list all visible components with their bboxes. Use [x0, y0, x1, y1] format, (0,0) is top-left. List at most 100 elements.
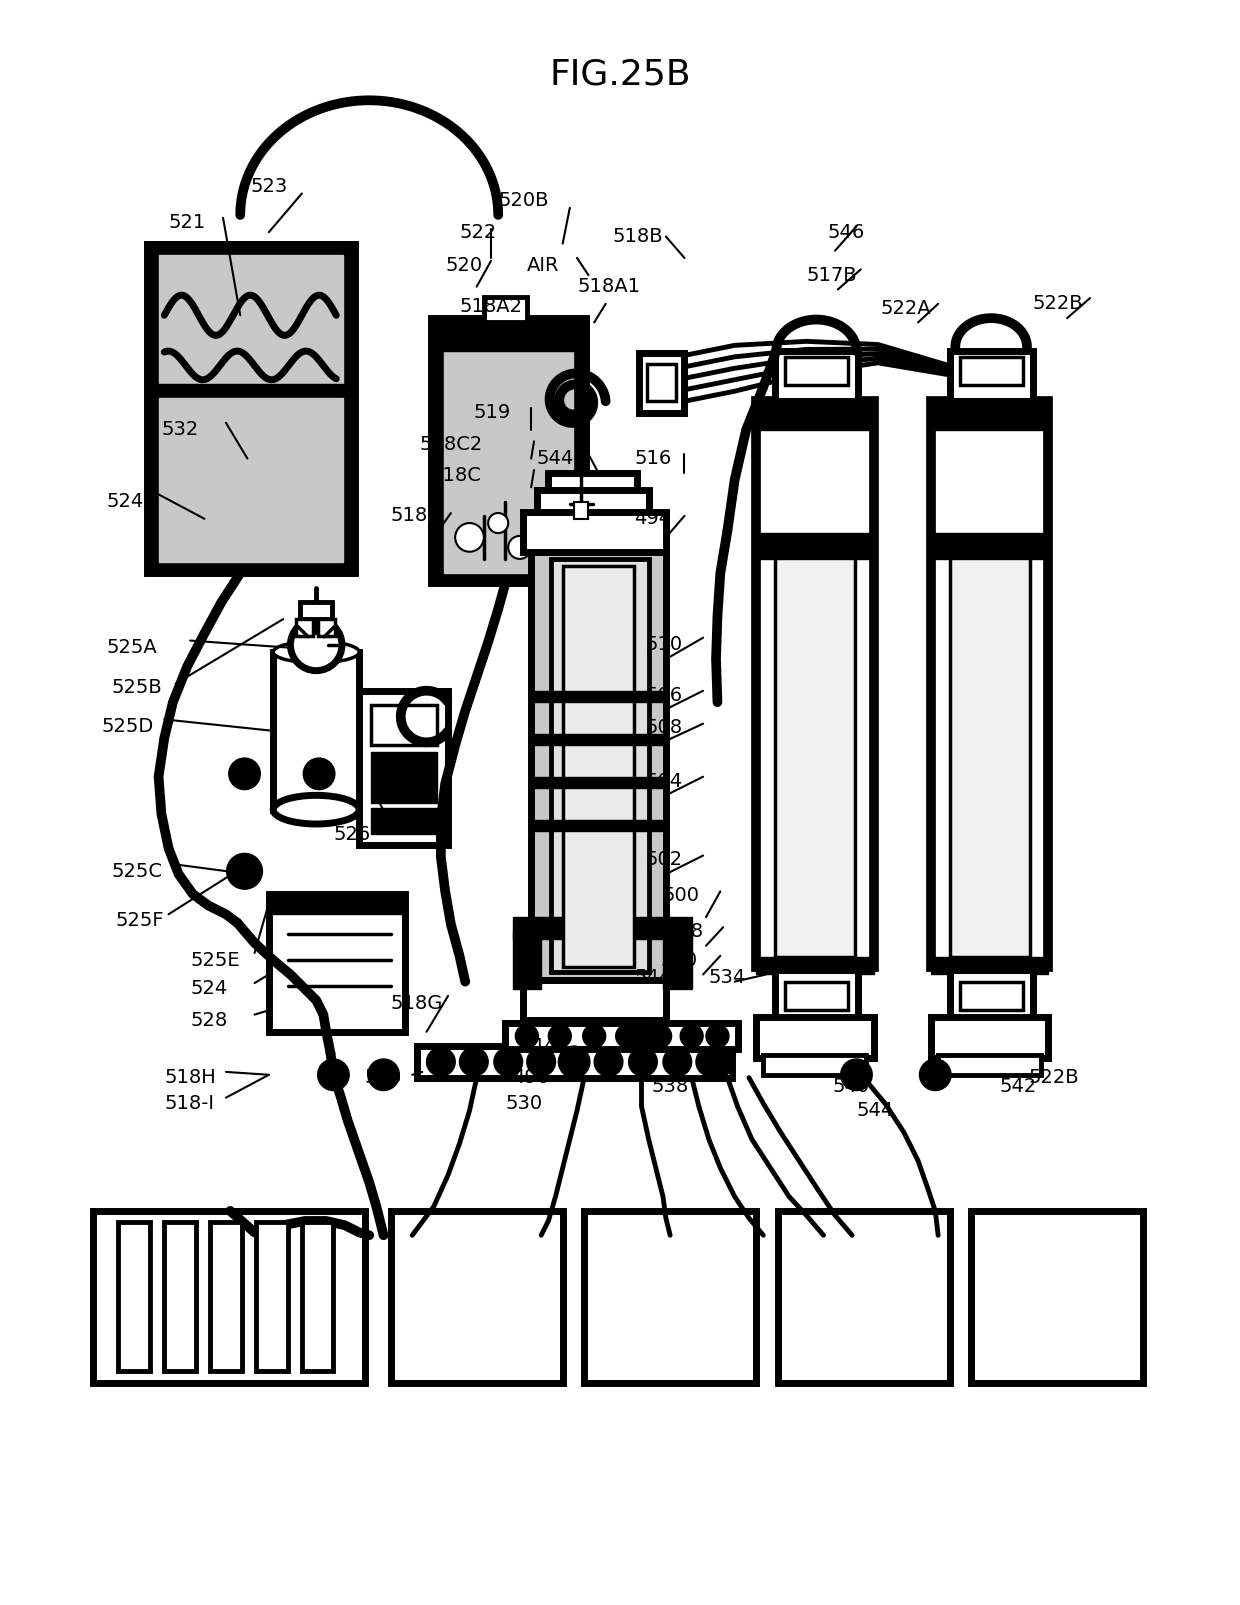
Bar: [931, 533, 1049, 559]
Bar: [785, 982, 848, 1010]
Bar: [531, 552, 666, 982]
Text: 518C2: 518C2: [419, 435, 482, 454]
Text: 518B: 518B: [613, 226, 663, 246]
Bar: [574, 502, 589, 518]
Text: 538: 538: [651, 1077, 688, 1096]
Bar: [269, 894, 405, 1032]
Bar: [563, 567, 635, 968]
Text: 494: 494: [635, 509, 671, 528]
Bar: [371, 753, 436, 802]
Text: 525A: 525A: [107, 639, 157, 656]
Text: 520B: 520B: [498, 191, 548, 210]
Text: FIG.25B: FIG.25B: [549, 58, 691, 91]
Text: 508: 508: [646, 719, 683, 737]
Circle shape: [527, 1048, 556, 1077]
Bar: [296, 620, 314, 636]
Text: 516: 516: [635, 449, 672, 469]
Text: 525E: 525E: [190, 950, 239, 969]
Text: 525D: 525D: [102, 717, 154, 737]
Ellipse shape: [273, 796, 360, 823]
Bar: [537, 490, 649, 512]
Circle shape: [368, 1059, 399, 1090]
Circle shape: [229, 758, 260, 790]
Circle shape: [702, 1046, 733, 1077]
Text: 525F: 525F: [115, 910, 164, 929]
Bar: [371, 705, 436, 745]
Bar: [430, 323, 585, 351]
Bar: [756, 401, 874, 430]
Circle shape: [616, 1024, 639, 1048]
Bar: [552, 559, 649, 971]
Circle shape: [706, 1024, 729, 1048]
Text: 500: 500: [663, 886, 701, 905]
Bar: [939, 1054, 1042, 1075]
Circle shape: [516, 1024, 538, 1048]
Circle shape: [594, 1048, 622, 1077]
Text: 525B: 525B: [112, 679, 162, 697]
Circle shape: [489, 514, 508, 533]
Bar: [360, 690, 448, 846]
Circle shape: [455, 523, 484, 552]
Bar: [317, 620, 335, 636]
Text: 504: 504: [646, 772, 683, 791]
Text: 518G: 518G: [391, 993, 443, 1013]
Bar: [537, 1021, 649, 1042]
Bar: [777, 1210, 950, 1384]
Circle shape: [663, 1048, 692, 1077]
Text: 518D: 518D: [391, 507, 443, 525]
Bar: [950, 969, 1033, 1021]
Text: 496: 496: [512, 1069, 549, 1087]
Circle shape: [304, 758, 335, 790]
Text: 520: 520: [445, 255, 482, 274]
Text: 544: 544: [857, 1101, 894, 1120]
Text: 542: 542: [999, 1077, 1037, 1096]
Text: 540: 540: [832, 1077, 869, 1096]
Text: 502: 502: [646, 851, 683, 870]
Bar: [647, 364, 676, 401]
Text: 522B: 522B: [1028, 1069, 1079, 1087]
Bar: [391, 1210, 563, 1384]
Bar: [531, 733, 666, 745]
Text: 546: 546: [828, 223, 866, 242]
Bar: [444, 329, 573, 573]
Bar: [301, 1223, 334, 1371]
Circle shape: [629, 1048, 657, 1077]
Text: 526: 526: [334, 825, 371, 844]
Circle shape: [583, 1024, 605, 1048]
Text: AIR: AIR: [527, 255, 559, 274]
Text: 523: 523: [250, 177, 288, 196]
Circle shape: [227, 854, 262, 889]
Bar: [775, 969, 858, 1021]
Bar: [522, 512, 666, 552]
Bar: [548, 1040, 637, 1064]
Bar: [273, 652, 360, 809]
Text: 534: 534: [709, 968, 746, 987]
Bar: [512, 931, 541, 989]
Circle shape: [508, 536, 531, 559]
Circle shape: [841, 1059, 872, 1090]
Text: 528: 528: [190, 1011, 227, 1030]
Bar: [484, 297, 527, 323]
Bar: [931, 1018, 1049, 1058]
Text: 498: 498: [666, 921, 703, 941]
Bar: [430, 318, 585, 583]
Text: 536: 536: [365, 1069, 402, 1087]
Bar: [756, 957, 874, 974]
Text: 525C: 525C: [112, 862, 162, 881]
Bar: [531, 690, 666, 703]
Bar: [531, 820, 666, 831]
Bar: [960, 982, 1023, 1010]
Circle shape: [649, 1024, 672, 1048]
Bar: [522, 981, 666, 1021]
Circle shape: [558, 1046, 590, 1077]
Circle shape: [681, 1024, 703, 1048]
Bar: [119, 1223, 150, 1371]
Bar: [663, 931, 692, 989]
Circle shape: [696, 1048, 724, 1077]
Text: 530: 530: [506, 1095, 542, 1112]
Text: 544: 544: [520, 1037, 557, 1056]
Text: 518H: 518H: [164, 1069, 216, 1087]
Circle shape: [920, 1059, 951, 1090]
Bar: [775, 542, 856, 957]
Circle shape: [494, 1048, 522, 1077]
